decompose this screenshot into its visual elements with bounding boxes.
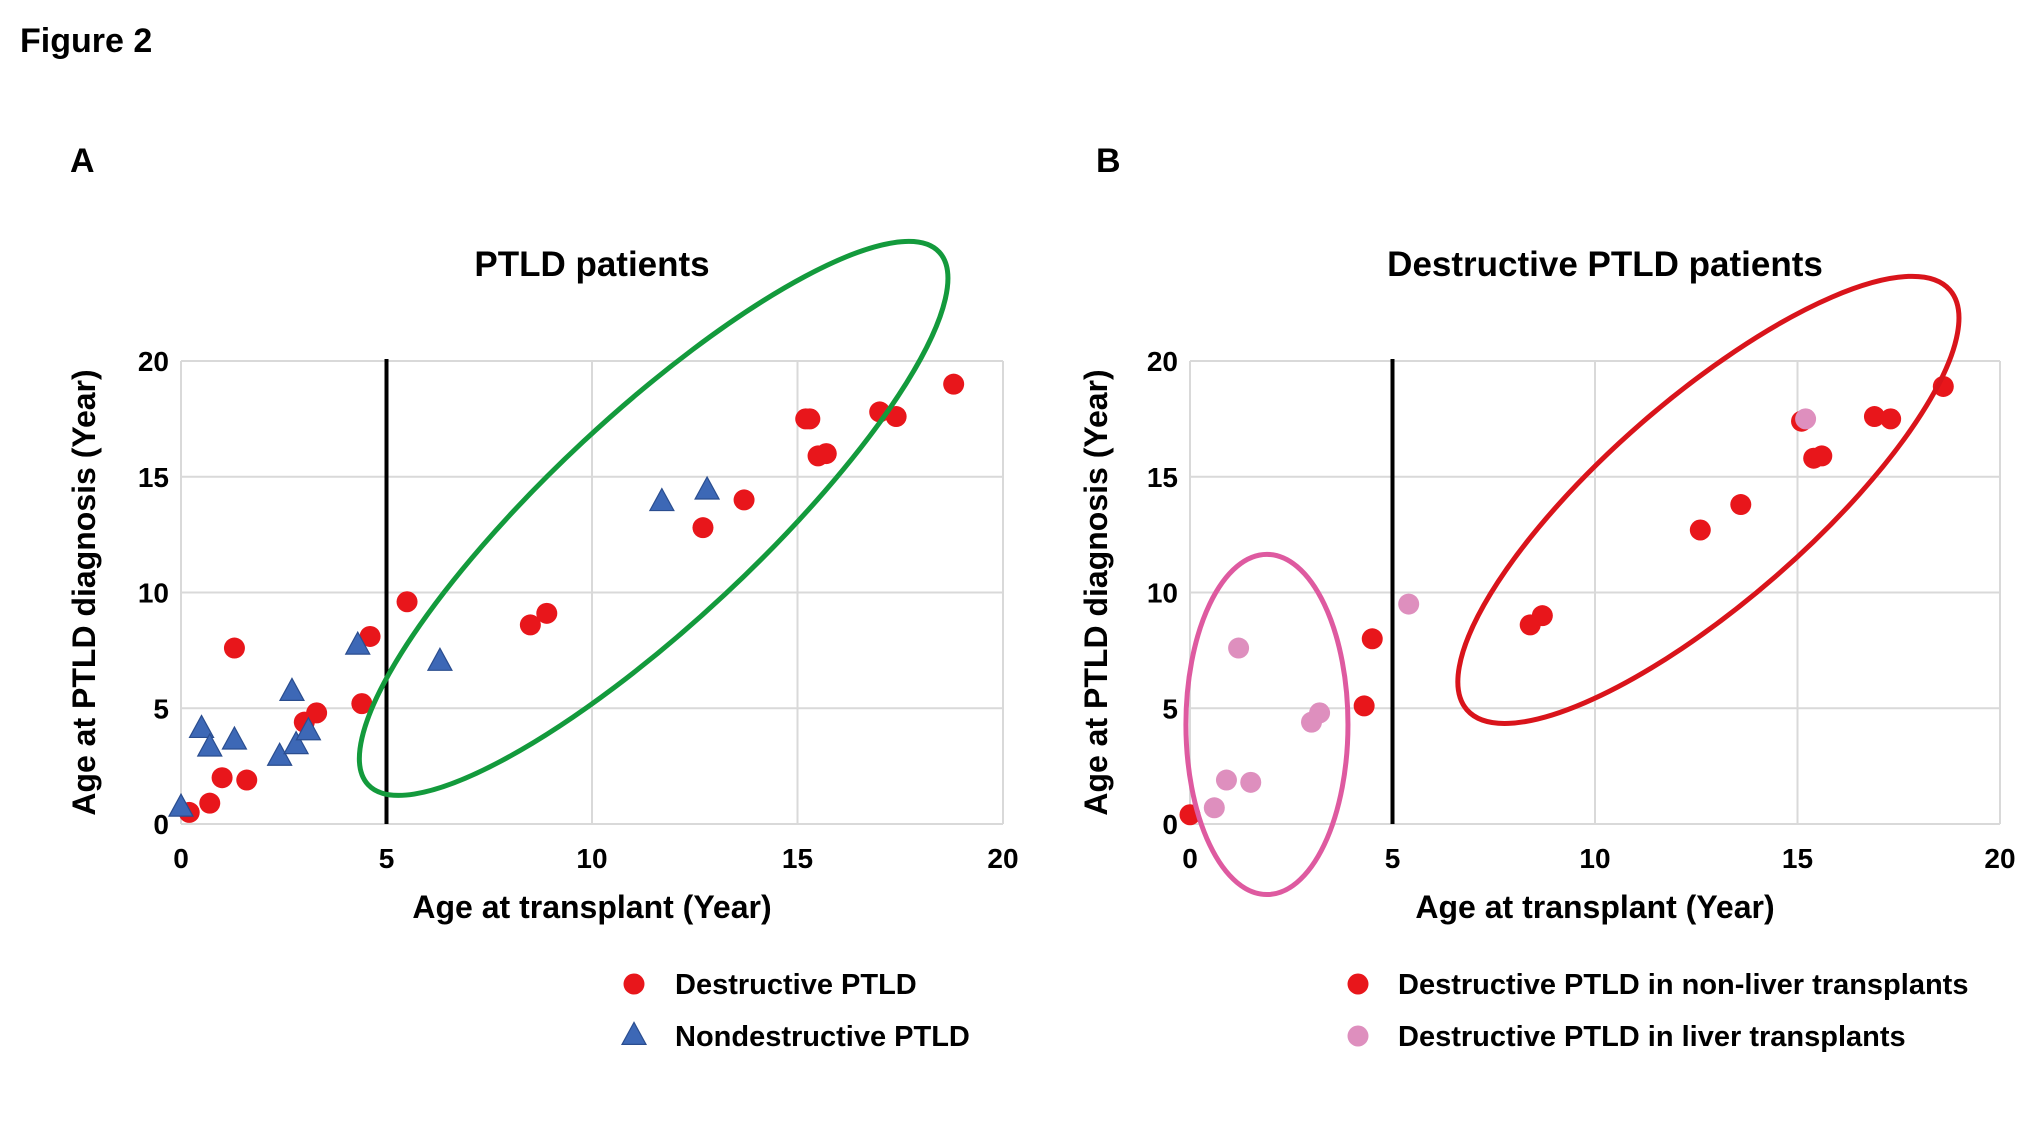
panel-b-x-tick-label: 15	[1782, 843, 1813, 874]
panel-a-series-1-point	[536, 602, 558, 624]
panel-b-legend-label: Destructive PTLD in non-liver transplant…	[1398, 969, 1968, 1001]
panel-b-y-tick-label: 5	[1162, 693, 1178, 724]
panel-a-series-2-point	[344, 630, 371, 655]
panel-a-series-1-point	[799, 408, 821, 430]
panel-a-series-1-point	[396, 591, 418, 613]
panel-b-x-tick-label: 5	[1385, 843, 1401, 874]
panel-a-series-1-point	[815, 443, 837, 465]
panel-a-series-1-point	[236, 769, 258, 791]
panel-a-series-1-point	[306, 702, 328, 724]
panel-a-legend-label: Destructive PTLD	[675, 969, 917, 1001]
panel-a-legend-label: Nondestructive PTLD	[675, 1021, 970, 1053]
panel-a-series-2-point	[648, 487, 675, 512]
panel-a-series-2-point	[188, 714, 215, 739]
panel-b-x-axis-title: Age at transplant (Year)	[1415, 889, 1774, 925]
panel-a-series-2-point	[295, 716, 322, 741]
panel-b-chart-title: Destructive PTLD patients	[1387, 245, 1823, 284]
panel-a-y-tick-label: 10	[138, 578, 169, 609]
panel-a-x-tick-label: 20	[987, 843, 1018, 874]
panel-b-y-tick-label: 15	[1147, 462, 1178, 493]
panel-b-series-1-point	[1863, 406, 1885, 428]
panel-b-cluster-ellipse	[1183, 551, 1351, 898]
panel-b-series-2-point	[1215, 769, 1237, 791]
panel-b-series-2-point	[1795, 408, 1817, 430]
figure-title: Figure 2	[20, 22, 152, 60]
panel-a-x-tick-label: 0	[173, 843, 189, 874]
panel-a-series-2-point	[221, 725, 248, 750]
panel-a: A PTLD patients 0 5 10 15 20 0 5 10 15 20 Age at tra…	[66, 142, 1019, 1053]
panel-b-series-1-point	[1689, 519, 1711, 541]
panel-a-y-tick-label: 15	[138, 462, 169, 493]
panel-b-series-1-point	[1361, 628, 1383, 650]
panel-b-legend-marker	[1347, 1025, 1369, 1047]
panel-b-series-1-point	[1730, 494, 1752, 516]
panel-a-y-tick-label: 5	[153, 693, 169, 724]
panel-a-series-1-point	[692, 517, 714, 539]
panel-b-y-tick-label: 0	[1162, 809, 1178, 840]
panel-b-y-tick-label: 10	[1147, 578, 1178, 609]
panel-b-series-2-point	[1228, 637, 1250, 659]
panel-a-chart-title: PTLD patients	[474, 245, 709, 284]
panel-b-legend-label: Destructive PTLD in liver transplants	[1398, 1021, 1906, 1053]
panel-b-series-2-point	[1398, 593, 1420, 615]
panel-b-cluster-ellipse	[1455, 273, 1962, 726]
panel-a-x-tick-label: 15	[782, 843, 813, 874]
panel-a-label: A	[70, 142, 95, 180]
panel-b-series-2-point	[1240, 771, 1262, 793]
panel-a-y-tick-label: 0	[153, 809, 169, 840]
panel-b-y-axis-title: Age at PTLD diagnosis (Year)	[1078, 369, 1114, 815]
panel-b-legend-marker	[1347, 973, 1369, 995]
panel-a-legend-marker	[620, 1021, 648, 1045]
panel-a-series-2-point	[167, 792, 195, 817]
panel-a-y-tick-label: 20	[138, 346, 169, 377]
panel-a-cluster-ellipse	[356, 238, 951, 798]
panel-a-y-axis-title: Age at PTLD diagnosis (Year)	[66, 369, 102, 815]
panel-a-legend-marker	[623, 973, 645, 995]
panel-a-series-2-point	[283, 730, 310, 755]
panel-b-y-tick-label: 20	[1147, 346, 1178, 377]
panel-b-series-2-point	[1309, 702, 1331, 724]
panel-b-series-1-point	[1531, 605, 1553, 627]
panel-a-x-axis-title: Age at transplant (Year)	[412, 889, 771, 925]
panel-b-x-tick-label: 20	[1984, 843, 2015, 874]
panel-b-series-2-point	[1203, 797, 1225, 819]
panel-b-series-1-point	[1353, 695, 1375, 717]
panel-a-series-1-point	[199, 792, 221, 814]
panel-b-x-tick-label: 0	[1182, 843, 1198, 874]
panel-a-x-tick-label: 10	[576, 843, 607, 874]
panel-b-series-1-point	[1880, 408, 1902, 430]
panel-a-series-1-point	[733, 489, 755, 511]
panel-a-series-1-point	[943, 373, 965, 395]
panel-a-series-2-point	[278, 677, 305, 702]
panel-a-x-tick-label: 5	[379, 843, 395, 874]
panel-b: B Destructive PTLD patients 0 5 10 15 20 0 5 10 15…	[1078, 142, 2016, 1053]
panel-a-series-2-point	[694, 475, 721, 500]
panel-b-x-tick-label: 10	[1579, 843, 1610, 874]
panel-a-series-2-point	[196, 732, 223, 757]
panel-a-series-1-point	[223, 637, 245, 659]
panel-b-label: B	[1096, 142, 1121, 180]
panel-a-series-1-point	[359, 625, 381, 647]
panel-a-series-2-point	[426, 647, 453, 671]
panel-a-series-1-point	[351, 693, 373, 715]
panel-a-series-1-point	[211, 767, 233, 789]
panel-a-series-1-point	[519, 614, 541, 636]
panel-a-series-1-point	[885, 406, 907, 428]
panel-b-series-1-point	[1811, 445, 1833, 467]
